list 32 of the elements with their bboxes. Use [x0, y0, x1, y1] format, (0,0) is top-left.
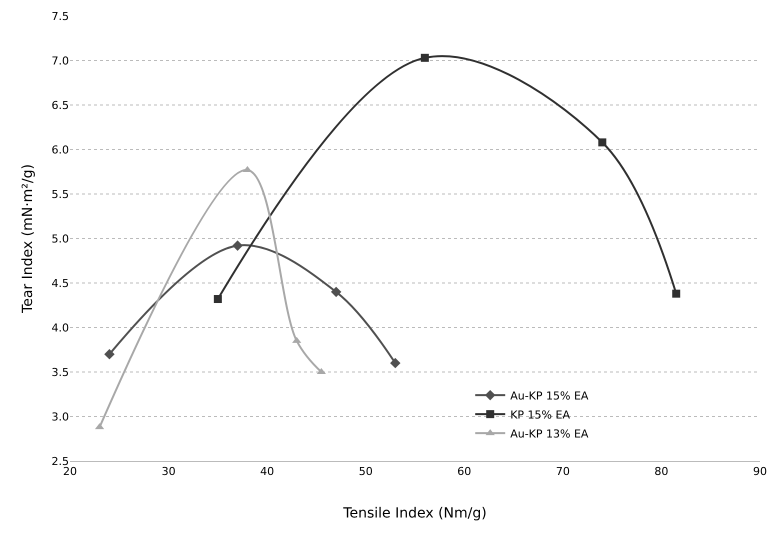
- y-tick-label: 5.5: [52, 188, 69, 201]
- y-tick-label: 2.5: [52, 454, 69, 468]
- x-tick-label: 70: [556, 465, 570, 478]
- y-tick-label: 3.0: [52, 410, 69, 424]
- point: [214, 295, 222, 304]
- point: [104, 349, 115, 360]
- x-tick-label: 60: [457, 465, 472, 478]
- x-tick-label: 90: [753, 465, 767, 478]
- y-tick-label: 6.0: [52, 143, 69, 156]
- point: [672, 290, 680, 298]
- point: [598, 138, 606, 146]
- point: [232, 240, 243, 251]
- point: [420, 54, 429, 62]
- x-tick-label: 30: [162, 465, 176, 478]
- y-tick-label: 4.5: [52, 276, 69, 290]
- x-tick-label: 50: [358, 465, 373, 478]
- legend-label: Au-KP 15% EA: [510, 389, 589, 402]
- y-tick-label: 4.0: [52, 321, 69, 334]
- x-tick-label: 40: [260, 465, 274, 478]
- y-tick-label: 5.0: [52, 232, 69, 246]
- x-tick-label: 80: [654, 465, 668, 478]
- y-tick-label: 7.5: [52, 10, 69, 23]
- point: [390, 358, 400, 368]
- y-tick-label: 3.5: [52, 366, 69, 379]
- y-tick-label: 7.0: [52, 54, 69, 68]
- x-axis-title: Tensile Index (Nm/g): [342, 506, 487, 522]
- y-axis-title: Tear Index (mN·m²/g): [20, 164, 36, 314]
- x-tick-label: 20: [63, 465, 77, 478]
- y-tick-label: 6.5: [52, 98, 69, 112]
- point: [330, 286, 342, 298]
- legend-label: Au-KP 13% EA: [510, 427, 589, 440]
- legend-label: KP 15% EA: [510, 408, 570, 422]
